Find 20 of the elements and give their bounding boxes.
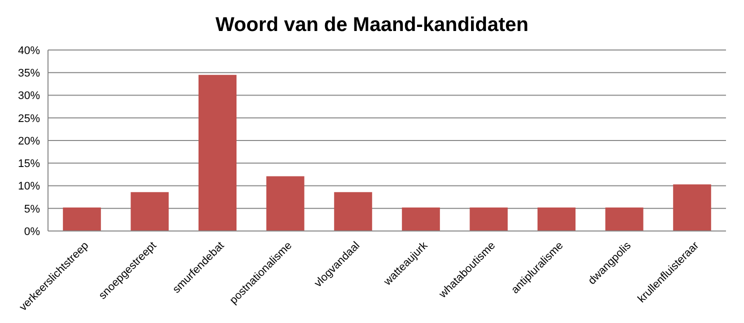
chart-title: Woord van de Maand-kandidaten	[214, 13, 530, 38]
bar	[470, 207, 508, 231]
y-tick-label: 15%	[18, 158, 40, 170]
bar	[198, 74, 237, 231]
y-tick-label: 0%	[24, 226, 40, 238]
y-tick-label: 40%	[18, 44, 40, 57]
bar	[130, 192, 169, 231]
y-tick-label: 10%	[18, 180, 40, 193]
bar	[402, 207, 440, 231]
y-tick-label: 20%	[18, 135, 40, 148]
bar	[334, 192, 372, 231]
y-tick-label: 25%	[18, 112, 40, 125]
y-tick-label: 30%	[18, 90, 40, 102]
bar	[673, 184, 712, 231]
bar	[62, 207, 101, 231]
bar	[538, 207, 576, 231]
y-tick-label: 5%	[24, 203, 40, 216]
bar	[266, 176, 304, 231]
bar	[605, 207, 644, 231]
y-tick-label: 35%	[18, 68, 40, 80]
